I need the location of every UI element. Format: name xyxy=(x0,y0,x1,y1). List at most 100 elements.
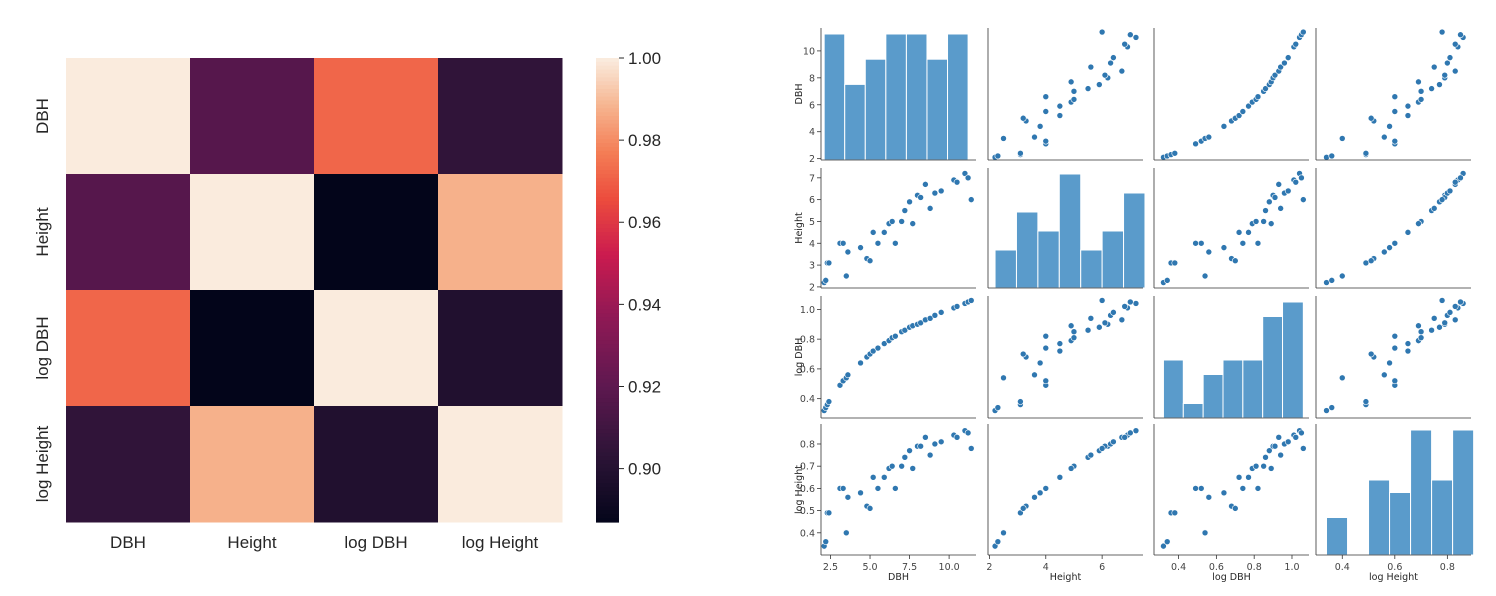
colorbar-segment xyxy=(596,344,619,349)
colorbar-segment xyxy=(596,139,619,144)
scatter-point xyxy=(964,174,972,182)
scatter-point xyxy=(1101,71,1109,79)
scatter-point xyxy=(822,538,830,545)
colorbar-segment xyxy=(596,259,619,264)
heatmap-cell xyxy=(314,406,439,523)
colorbar-tick-label: 0.92 xyxy=(628,377,661,396)
colorbar-segment xyxy=(596,123,619,129)
colorbar-segment xyxy=(596,177,619,183)
y-tick-label: 0.5 xyxy=(800,506,815,517)
y-tick-label: 3 xyxy=(809,261,815,272)
colorbar-segment xyxy=(596,363,619,368)
colorbar-segment xyxy=(596,479,619,484)
scatter-point xyxy=(1444,59,1451,67)
scatter-point xyxy=(1277,205,1284,212)
scatter-point xyxy=(967,297,975,304)
scatter-point xyxy=(1451,40,1459,48)
scatter-point xyxy=(901,207,909,214)
colorbar-tick-label: 1.00 xyxy=(628,49,661,68)
scatter-point xyxy=(1262,454,1269,461)
scatter-point xyxy=(1430,205,1438,212)
colorbar-segment xyxy=(596,278,619,283)
colorbar-segment xyxy=(596,69,619,75)
scatter-point xyxy=(1121,434,1128,441)
colorbar-segment xyxy=(596,487,619,492)
scatter-point xyxy=(898,218,905,225)
pairplot-panel-3-0 xyxy=(820,424,976,556)
colorbar-segment xyxy=(596,185,619,191)
scatter-point xyxy=(1386,123,1393,130)
scatter-point xyxy=(1254,485,1262,492)
colorbar-segment xyxy=(596,220,619,225)
scatter-point xyxy=(1328,277,1336,284)
colorbar-segment xyxy=(596,378,619,384)
pairplot-grid: 2 4 6 8 10 DBH 2 3 4 5 6 7 Height 0.4 0.6 0.8 1.0 log DBH… xyxy=(794,28,1475,583)
scatter-point xyxy=(1036,359,1044,367)
scatter-point xyxy=(874,239,882,247)
scatter-point xyxy=(1260,462,1267,470)
colorbar-tick-label: 0.98 xyxy=(628,131,661,150)
colorbar-segment xyxy=(596,73,619,78)
x-axis-label: DBH xyxy=(888,572,909,583)
colorbar-segment xyxy=(596,413,619,419)
histogram-bar xyxy=(1431,479,1454,556)
colorbar-segment xyxy=(596,406,619,411)
colorbar-tick-label: 0.94 xyxy=(628,295,661,314)
histogram-bar xyxy=(1222,359,1244,419)
pairplot-panel-1-2 xyxy=(1153,168,1309,289)
colorbar-segment xyxy=(596,375,619,380)
colorbar-segment xyxy=(596,212,619,218)
scatter-point xyxy=(874,485,882,492)
y-tick-label: 0.8 xyxy=(800,335,815,346)
scatter-point xyxy=(1277,63,1284,71)
colorbar-segment xyxy=(596,444,619,450)
colorbar-segment xyxy=(596,456,619,461)
histogram-bar xyxy=(905,33,928,161)
colorbar-segment xyxy=(596,498,619,504)
heatmap-x-tick-label: Height xyxy=(227,533,276,552)
y-tick-label: 0.4 xyxy=(800,528,815,539)
scatter-point xyxy=(1300,445,1307,452)
scatter-point xyxy=(1192,485,1199,492)
y-tick-label: 2 xyxy=(809,282,815,293)
scatter-point xyxy=(1107,59,1114,67)
scatter-point xyxy=(1031,493,1038,501)
scatter-point xyxy=(1404,229,1412,236)
scatter-point xyxy=(1284,54,1292,61)
scatter-point xyxy=(953,178,961,186)
scatter-point xyxy=(1239,485,1247,492)
colorbar-segment xyxy=(596,309,619,314)
colorbar-segment xyxy=(596,81,619,86)
colorbar-segment xyxy=(596,436,619,442)
scatter-point xyxy=(1070,334,1078,341)
scatter-point xyxy=(1300,28,1307,36)
scatter-point xyxy=(1017,398,1024,405)
colorbar-segment xyxy=(596,100,619,105)
scatter-point xyxy=(1096,323,1103,331)
histogram-bar xyxy=(1080,249,1103,289)
correlation-heatmap: DBH Height log DBH log Height DBH Height log D… xyxy=(33,58,563,552)
scatter-point xyxy=(953,303,961,310)
scatter-point xyxy=(1220,489,1228,497)
scatter-point xyxy=(1087,63,1095,71)
heatmap-x-tick-label: DBH xyxy=(110,533,146,552)
x-tick-label: 7.5 xyxy=(902,562,917,573)
scatter-point xyxy=(843,529,850,537)
heatmap-cell xyxy=(438,58,563,175)
scatter-point xyxy=(1430,315,1438,322)
histogram-bar xyxy=(1326,517,1349,556)
scatter-point xyxy=(1127,31,1134,39)
scatter-point xyxy=(994,538,1002,545)
colorbar-segment xyxy=(596,293,619,299)
scatter-point xyxy=(1220,244,1228,251)
scatter-point xyxy=(937,309,945,316)
colorbar-segment xyxy=(596,290,619,295)
scatter-point xyxy=(1292,434,1300,441)
scatter-point xyxy=(1284,187,1292,195)
colorbar-segment xyxy=(596,491,619,496)
pairplot-panel-2-0 xyxy=(820,296,976,419)
colorbar-segment xyxy=(596,92,619,98)
heatmap-cell xyxy=(190,174,315,291)
colorbar-segment xyxy=(596,170,619,175)
scatter-point xyxy=(1451,67,1459,75)
